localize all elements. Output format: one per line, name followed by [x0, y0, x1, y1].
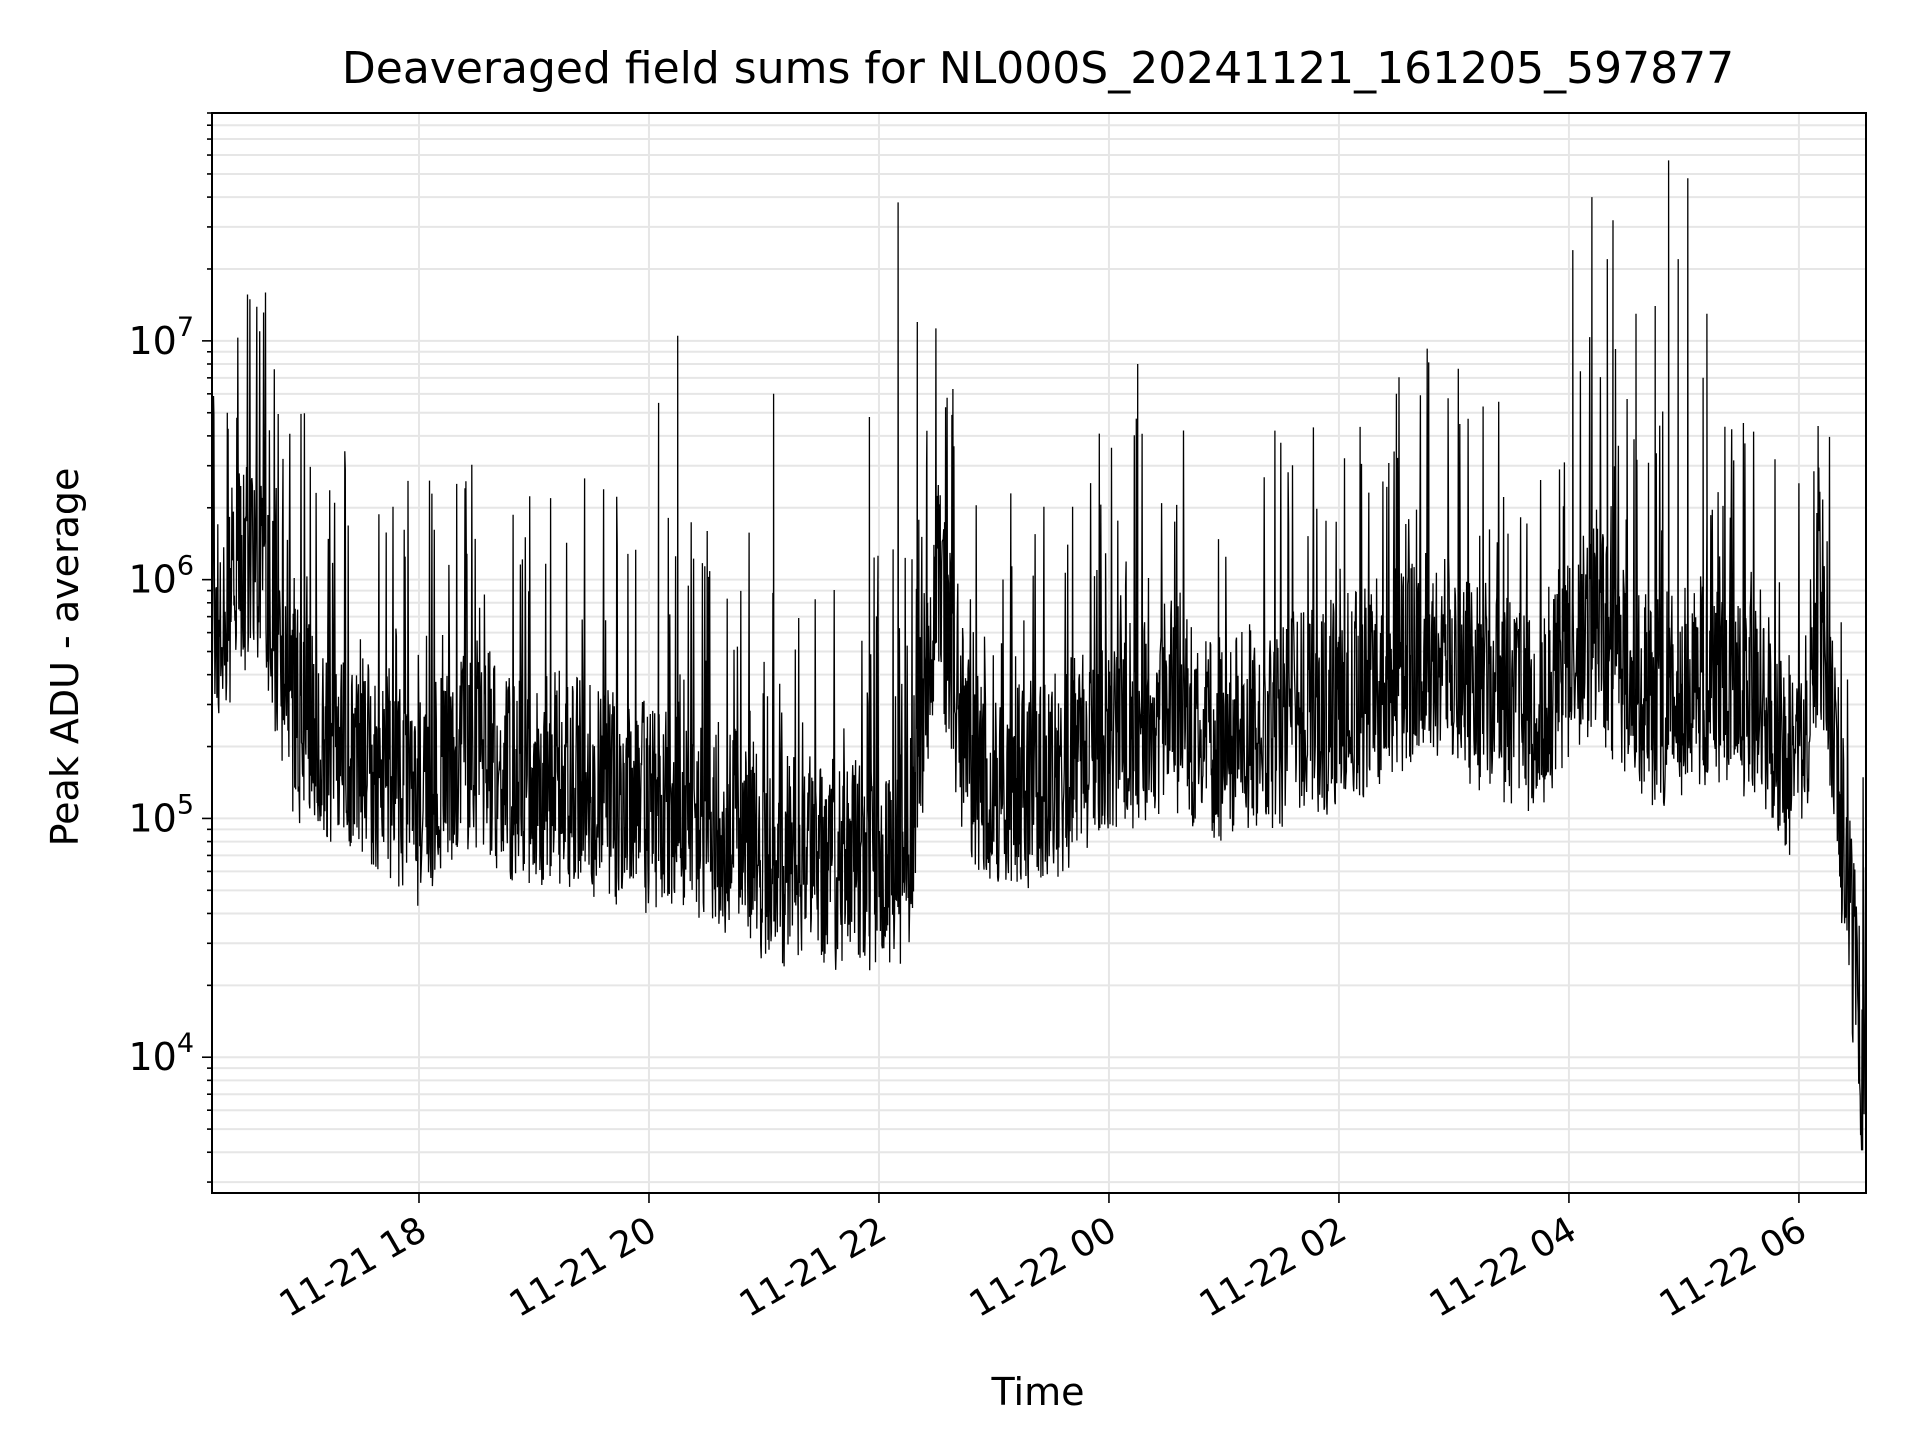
y-axis: 104 105 106 107 — [128, 112, 212, 1183]
y-tick-label: 107 — [128, 312, 194, 363]
y-axis-label: Peak ADU - average — [43, 468, 87, 847]
plot-area-frame — [211, 112, 1867, 1194]
y-tick-label: 106 — [128, 551, 194, 602]
x-axis-label: Time — [991, 1370, 1085, 1414]
data-series-line — [211, 160, 1867, 1188]
y-tick-label: 105 — [128, 789, 194, 840]
y-tick-label: 104 — [128, 1028, 194, 1079]
series-line — [211, 160, 1867, 1188]
chart-title: Deaveraged field sums for NL000S_2024112… — [342, 43, 1734, 94]
